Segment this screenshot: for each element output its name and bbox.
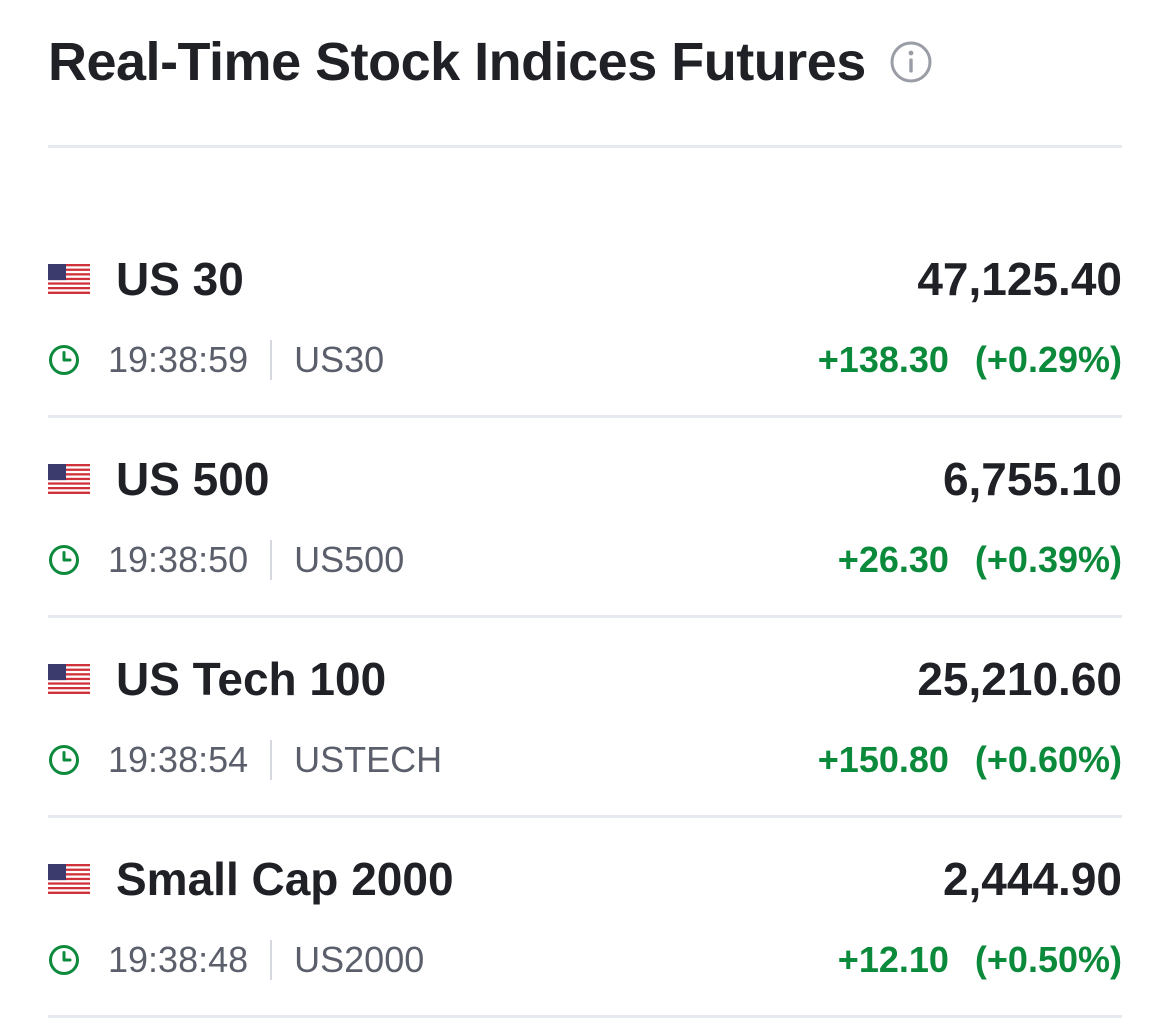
index-price: 47,125.40: [917, 253, 1122, 305]
change-percent: (+0.39%): [974, 539, 1122, 580]
index-row-ustech[interactable]: US Tech 100 25,210.60 19:38:54 USTECH +1…: [48, 618, 1122, 818]
meta-divider: [270, 540, 273, 580]
index-change: +138.30 (+0.29%): [818, 339, 1122, 381]
index-name[interactable]: US 500: [116, 453, 270, 505]
clock-icon: [49, 345, 79, 375]
us-flag-icon: [48, 864, 90, 894]
index-name[interactable]: US Tech 100: [116, 653, 387, 705]
index-name[interactable]: Small Cap 2000: [116, 853, 454, 905]
index-change: +26.30 (+0.39%): [838, 539, 1122, 581]
meta-divider: [270, 340, 273, 380]
index-time: 19:38:59: [108, 339, 249, 380]
change-percent: (+0.50%): [974, 939, 1122, 980]
index-row-us500[interactable]: US 500 6,755.10 19:38:50 US500 +26.30 (+…: [48, 418, 1122, 618]
index-name[interactable]: US 30: [116, 253, 244, 305]
page-title: Real-Time Stock Indices Futures: [48, 31, 866, 92]
index-time: 19:38:54: [108, 739, 249, 780]
index-change: +150.80 (+0.60%): [818, 739, 1122, 781]
index-symbol: US500: [294, 539, 405, 580]
meta-divider: [270, 940, 273, 980]
index-time: 19:38:50: [108, 539, 249, 580]
change-value: +26.30: [837, 539, 949, 580]
indices-widget: Real-Time Stock Indices Futures: [48, 0, 1122, 1018]
index-symbol: USTECH: [294, 739, 443, 780]
index-time: 19:38:48: [108, 939, 249, 980]
change-value: +150.80: [817, 739, 949, 780]
clock-icon: [49, 945, 79, 975]
clock-icon: [49, 745, 79, 775]
us-flag-icon: [48, 464, 90, 494]
widget-header: Real-Time Stock Indices Futures: [48, 0, 1122, 148]
index-change: +12.10 (+0.50%): [838, 939, 1122, 981]
meta-divider: [270, 740, 273, 780]
clock-icon: [49, 545, 79, 575]
indices-list: US 30 47,125.40 19:38:59 US30 +138.30 (+…: [48, 228, 1122, 1018]
index-price: 2,444.90: [942, 853, 1122, 905]
index-price: 25,210.60: [917, 653, 1122, 705]
us-flag-icon: [48, 264, 90, 294]
change-value: +12.10: [837, 939, 949, 980]
index-price: 6,755.10: [942, 453, 1122, 505]
index-row-us2000[interactable]: Small Cap 2000 2,444.90 19:38:48 US2000 …: [48, 818, 1122, 1018]
index-row-us30[interactable]: US 30 47,125.40 19:38:59 US30 +138.30 (+…: [48, 228, 1122, 418]
us-flag-icon: [48, 664, 90, 694]
index-symbol: US30: [294, 339, 385, 380]
change-value: +138.30: [817, 339, 949, 380]
info-icon[interactable]: [888, 39, 934, 85]
change-percent: (+0.29%): [974, 339, 1122, 380]
change-percent: (+0.60%): [974, 739, 1122, 780]
index-symbol: US2000: [294, 939, 425, 980]
